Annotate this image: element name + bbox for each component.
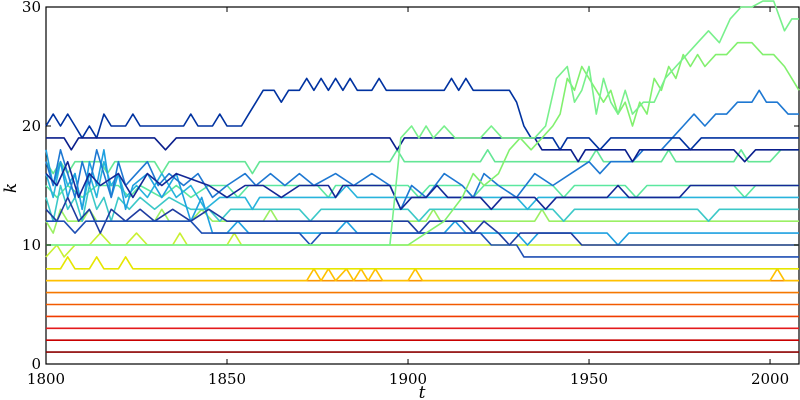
series-line bbox=[46, 0, 799, 246]
x-tick-label: 1800 bbox=[27, 370, 65, 388]
x-tick-label: 1900 bbox=[389, 370, 427, 388]
y-tick-label: 0 bbox=[31, 355, 41, 373]
y-tick-label: 20 bbox=[22, 117, 41, 135]
x-axis-title: t bbox=[419, 383, 426, 400]
x-tick-label: 2000 bbox=[751, 370, 789, 388]
series-line bbox=[46, 256, 799, 270]
y-tick-label: 30 bbox=[22, 0, 41, 16]
series-line bbox=[46, 137, 799, 163]
series-line bbox=[45, 196, 799, 246]
series-line bbox=[45, 77, 799, 151]
x-tick-label: 1850 bbox=[208, 370, 246, 388]
series-line bbox=[45, 149, 799, 175]
series-line bbox=[45, 160, 799, 211]
x-tick-label: 1950 bbox=[570, 370, 608, 388]
y-axis-title: k bbox=[1, 183, 21, 193]
y-tick-label: 10 bbox=[22, 236, 41, 254]
series-line bbox=[45, 232, 799, 258]
series-lines bbox=[45, 0, 800, 353]
axis-ticks bbox=[45, 6, 799, 365]
series-line bbox=[46, 220, 799, 258]
plot-area bbox=[45, 0, 800, 365]
series-line bbox=[46, 267, 799, 282]
tick-labels: 1800 1850 1900 1950 2000 0 10 20 30 bbox=[22, 0, 789, 388]
